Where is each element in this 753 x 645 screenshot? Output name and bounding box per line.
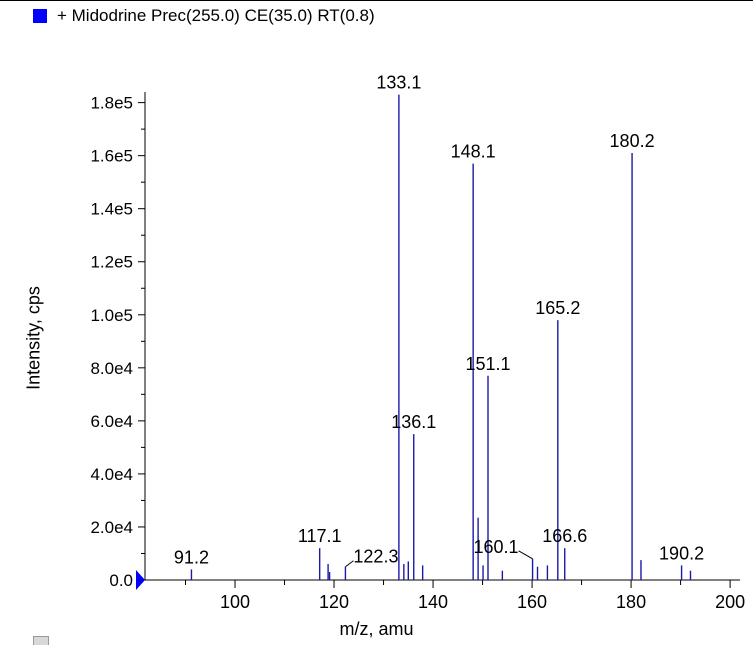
- peak-label: 117.1: [298, 526, 342, 546]
- peak-label: 148.1: [451, 142, 496, 162]
- y-tick-label: 1.2e5: [90, 253, 133, 272]
- legend-label: + Midodrine Prec(255.0) CE(35.0) RT(0.8): [57, 6, 375, 25]
- top-border-line: [0, 0, 753, 1]
- peak-label: 190.2: [659, 543, 704, 563]
- legend: + Midodrine Prec(255.0) CE(35.0) RT(0.8): [33, 6, 375, 26]
- y-tick-label: 1.4e5: [90, 200, 133, 219]
- y-tick-label: 8.0e4: [90, 359, 133, 378]
- footer-tab-icon[interactable]: [33, 636, 49, 645]
- peak-label: 160.1: [474, 537, 519, 557]
- peak-label: 136.1: [391, 412, 436, 432]
- peak-label: 133.1: [376, 73, 421, 93]
- x-axis-label: m/z, amu: [339, 619, 414, 639]
- y-tick-label: 4.0e4: [90, 465, 133, 484]
- peak-label: 91.2: [174, 547, 209, 567]
- legend-swatch: [33, 9, 47, 23]
- y-tick-label: 6.0e4: [90, 412, 133, 431]
- x-tick-label: 180: [616, 592, 646, 612]
- peak-label: 166.6: [542, 526, 587, 546]
- x-tick-label: 200: [715, 592, 745, 612]
- peak-label: 122.3: [353, 547, 398, 567]
- annotation-leader: [345, 560, 354, 568]
- annotation-leader: [518, 550, 533, 560]
- x-tick-label: 100: [220, 592, 250, 612]
- y-tick-label: 0.0: [109, 571, 133, 590]
- x-tick-label: 120: [319, 592, 349, 612]
- baseline-marker: [136, 570, 145, 590]
- y-axis-label: Intensity, cps: [23, 286, 44, 390]
- y-tick-label: 1.6e5: [90, 147, 133, 166]
- y-tick-label: 2.0e4: [90, 518, 133, 537]
- peak-label: 151.1: [465, 354, 510, 374]
- x-tick-label: 140: [418, 592, 448, 612]
- y-tick-label: 1.8e5: [90, 94, 133, 113]
- peak-label: 165.2: [535, 298, 580, 318]
- peak-label: 180.2: [610, 131, 655, 151]
- y-tick-label: 1.0e5: [90, 306, 133, 325]
- x-tick-label: 160: [517, 592, 547, 612]
